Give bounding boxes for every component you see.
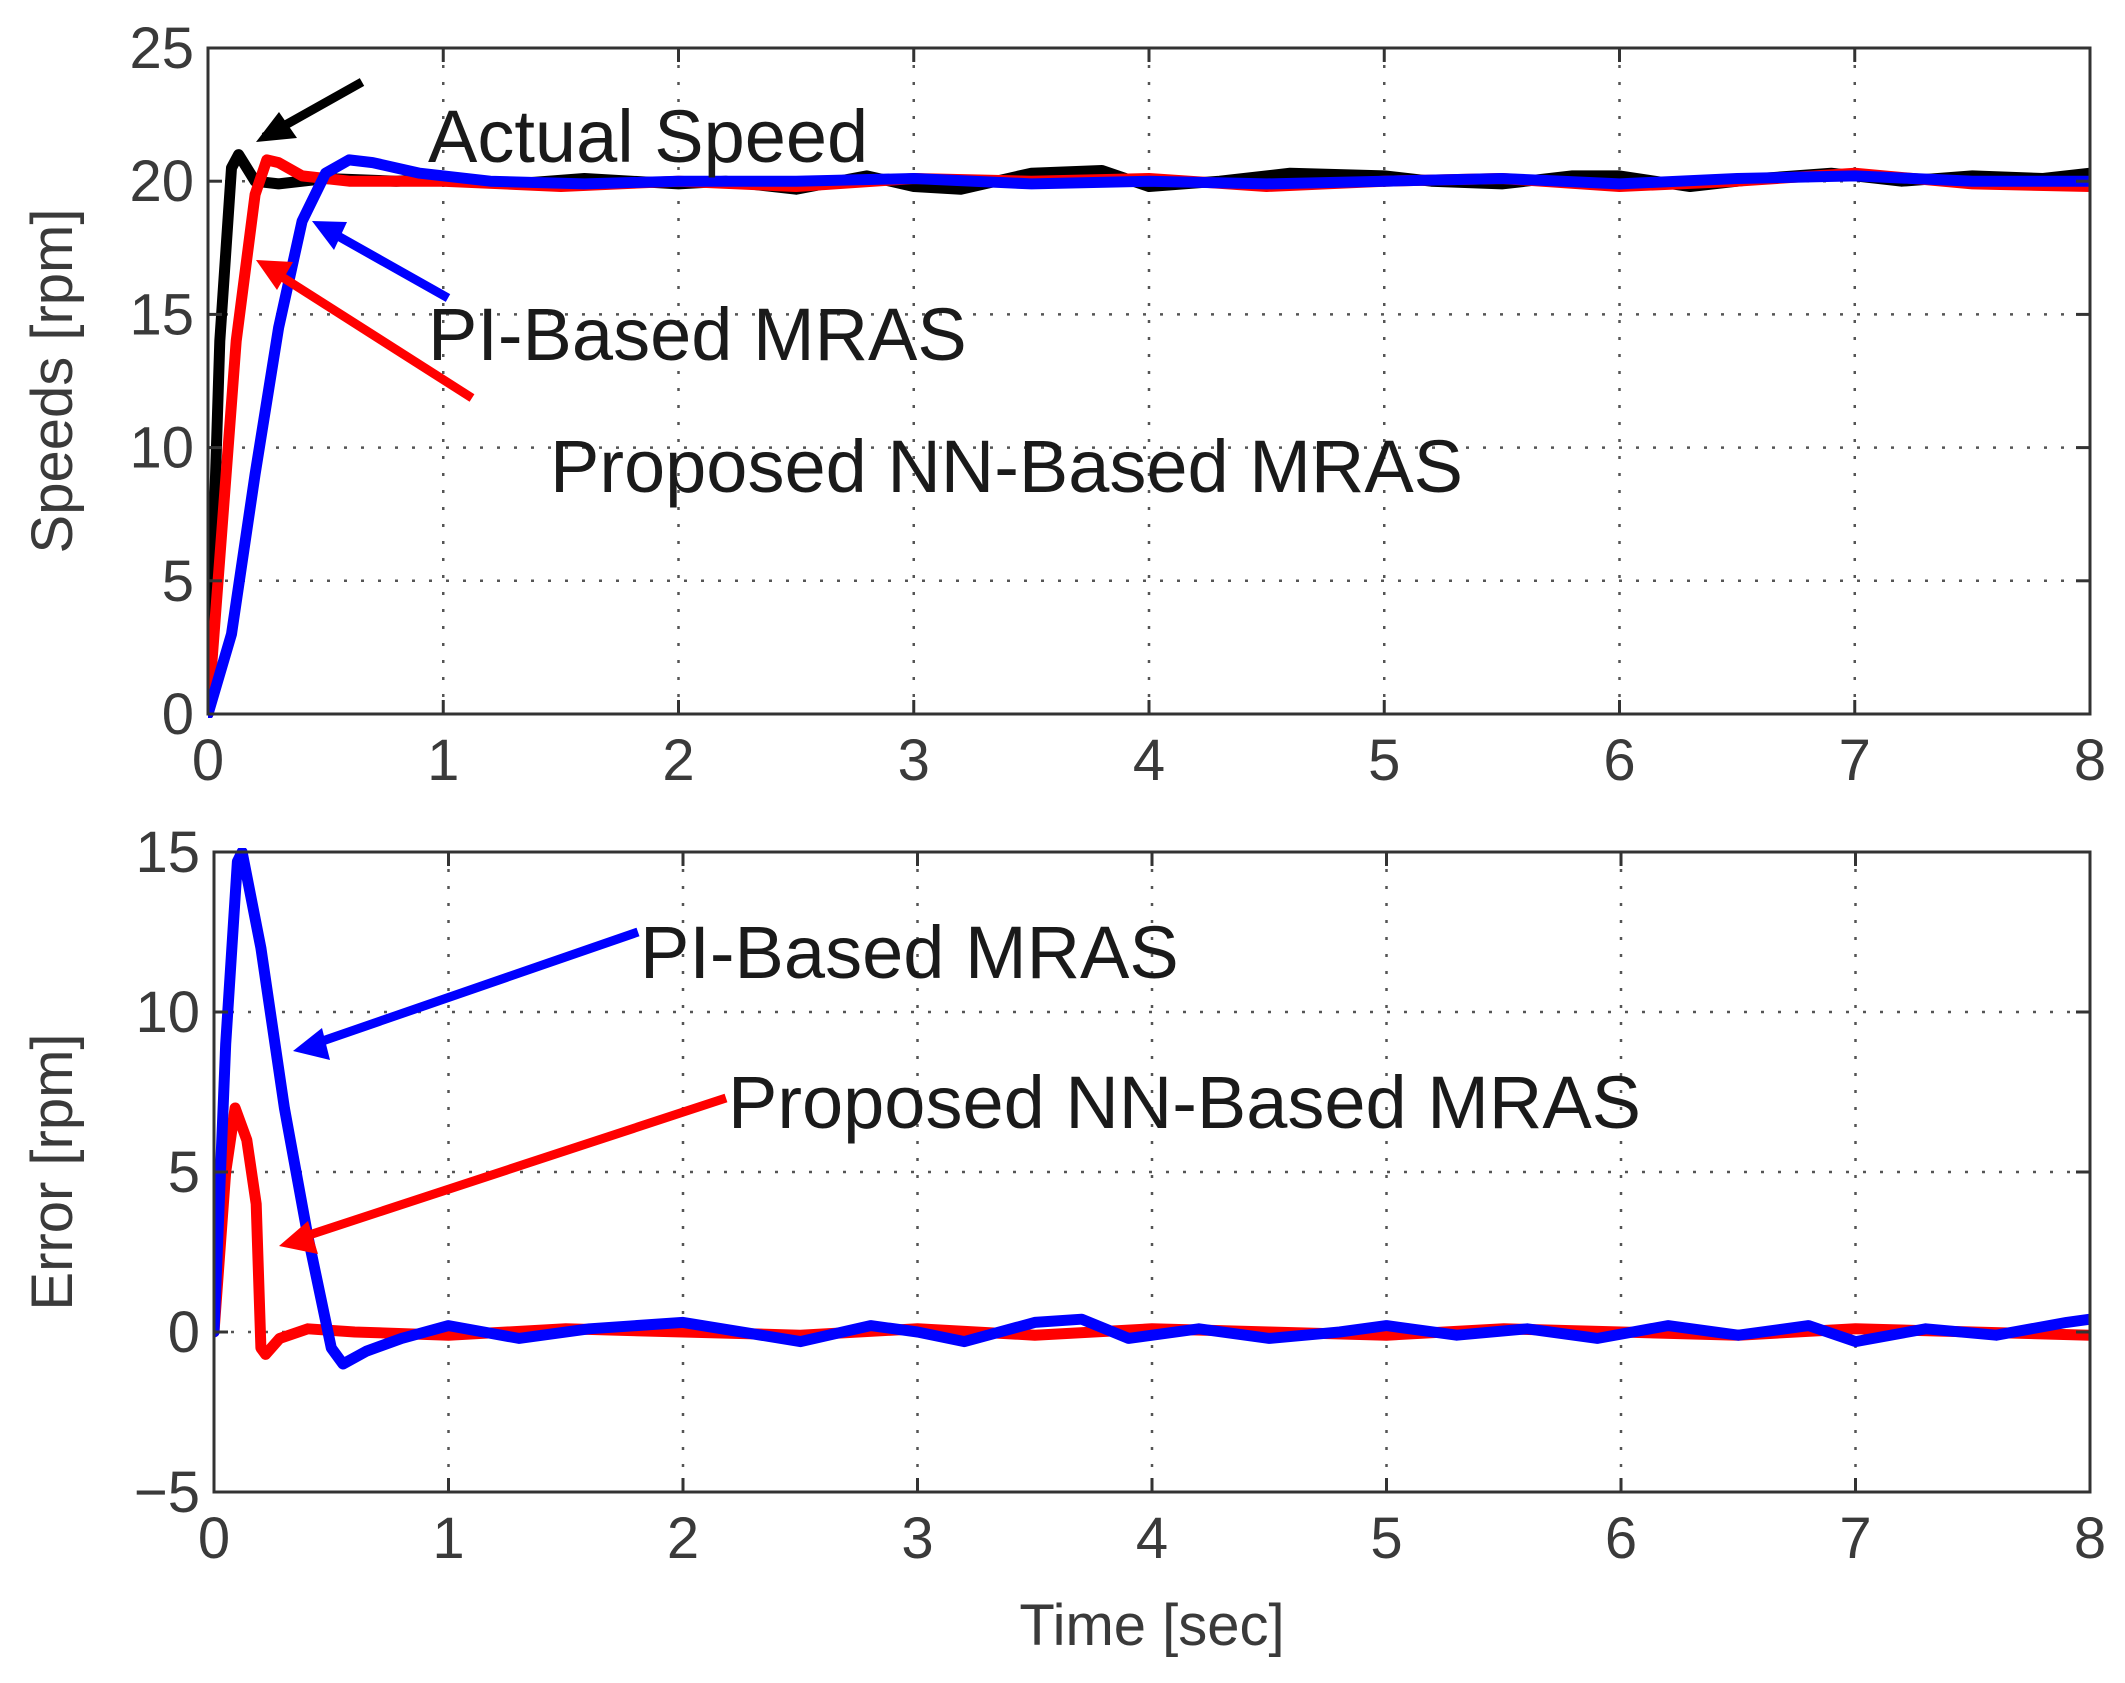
speed-ytick-label-0: 0 <box>162 682 194 747</box>
speed-xtick-label-4: 4 <box>1133 728 1165 793</box>
speed-ytick-label-2: 10 <box>129 416 194 481</box>
error-ytick-label-2: 5 <box>168 1140 200 1205</box>
speed-ticks: 0 1 2 3 4 5 6 7 8 0 5 10 15 20 25 <box>129 16 2106 793</box>
error-xtick-label-0: 0 <box>198 1506 230 1571</box>
error-xtick-label-7: 7 <box>1839 1506 1871 1571</box>
speed-panel: 0 1 2 3 4 5 6 7 8 0 5 10 15 20 25 Speeds [rpm] Actual … <box>20 16 2106 793</box>
speed-xtick-label-6: 6 <box>1603 728 1635 793</box>
annotation-arrowhead-actual <box>256 112 297 142</box>
speed-xtick-label-3: 3 <box>898 728 930 793</box>
error-xlabel: Time [sec] <box>1019 1593 1284 1658</box>
speed-xtick-label-2: 2 <box>662 728 694 793</box>
error-xtick-label-8: 8 <box>2074 1506 2106 1571</box>
annotation-arrow-pi-top <box>319 223 451 302</box>
annotation-arrow-pi-bottom <box>306 927 640 1051</box>
annotation-arrowhead-pi-top <box>312 221 347 250</box>
annotation-arrowhead-nn-top <box>256 260 293 290</box>
annotation-arrowhead-nn-bottom <box>279 1221 318 1254</box>
error-xtick-label-2: 2 <box>667 1506 699 1571</box>
annotation-text-pi-based-top: PI-Based MRAS <box>428 293 967 376</box>
error-ylabel: Error [rpm] <box>20 1033 85 1310</box>
speed-xtick-label-5: 5 <box>1368 728 1400 793</box>
speed-xtick-label-8: 8 <box>2074 728 2106 793</box>
speed-xtick-label-7: 7 <box>1839 728 1871 793</box>
speed-series-proposed-nn-based-mras <box>208 154 2090 718</box>
error-ytick-label-4: 15 <box>135 820 200 885</box>
annotation-arrow-nn-top <box>265 264 475 402</box>
error-xtick-label-1: 1 <box>432 1506 464 1571</box>
error-ytick-label-1: 0 <box>168 1300 200 1365</box>
error-xtick-label-5: 5 <box>1370 1506 1402 1571</box>
annotation-pi-based-top: PI-Based MRAS <box>312 221 967 376</box>
speed-ylabel: Speeds [rpm] <box>20 209 85 554</box>
speed-xtick-label-1: 1 <box>427 728 459 793</box>
error-xtick-label-3: 3 <box>901 1506 933 1571</box>
error-xtick-label-4: 4 <box>1136 1506 1168 1571</box>
speed-series <box>208 149 2090 718</box>
annotation-nn-based-top: Proposed NN-Based MRAS <box>256 260 1463 508</box>
speed-xtick-label-0: 0 <box>192 728 224 793</box>
speed-ytick-label-1: 5 <box>162 549 194 614</box>
error-ytick-label-0: −5 <box>134 1460 200 1525</box>
speed-plot-background <box>208 48 2090 714</box>
annotation-text-actual-speed: Actual Speed <box>428 95 868 178</box>
annotation-nn-based-bottom: Proposed NN-Based MRAS <box>279 1061 1641 1254</box>
annotation-text-nn-based-bottom: Proposed NN-Based MRAS <box>728 1061 1641 1144</box>
error-ytick-label-3: 10 <box>135 980 200 1045</box>
annotation-text-pi-based-bottom: PI-Based MRAS <box>640 911 1179 994</box>
speed-ytick-label-4: 20 <box>129 149 194 214</box>
annotation-arrowhead-pi-bottom <box>293 1028 330 1060</box>
error-xtick-label-6: 6 <box>1605 1506 1637 1571</box>
annotation-pi-based-bottom: PI-Based MRAS <box>293 911 1179 1060</box>
annotation-arrow-nn-bottom <box>292 1093 728 1245</box>
annotation-text-nn-based-top: Proposed NN-Based MRAS <box>550 425 1463 508</box>
annotation-actual-speed: Actual Speed <box>256 78 868 178</box>
speed-ytick-label-3: 15 <box>129 282 194 347</box>
speed-ytick-label-5: 25 <box>129 16 194 81</box>
